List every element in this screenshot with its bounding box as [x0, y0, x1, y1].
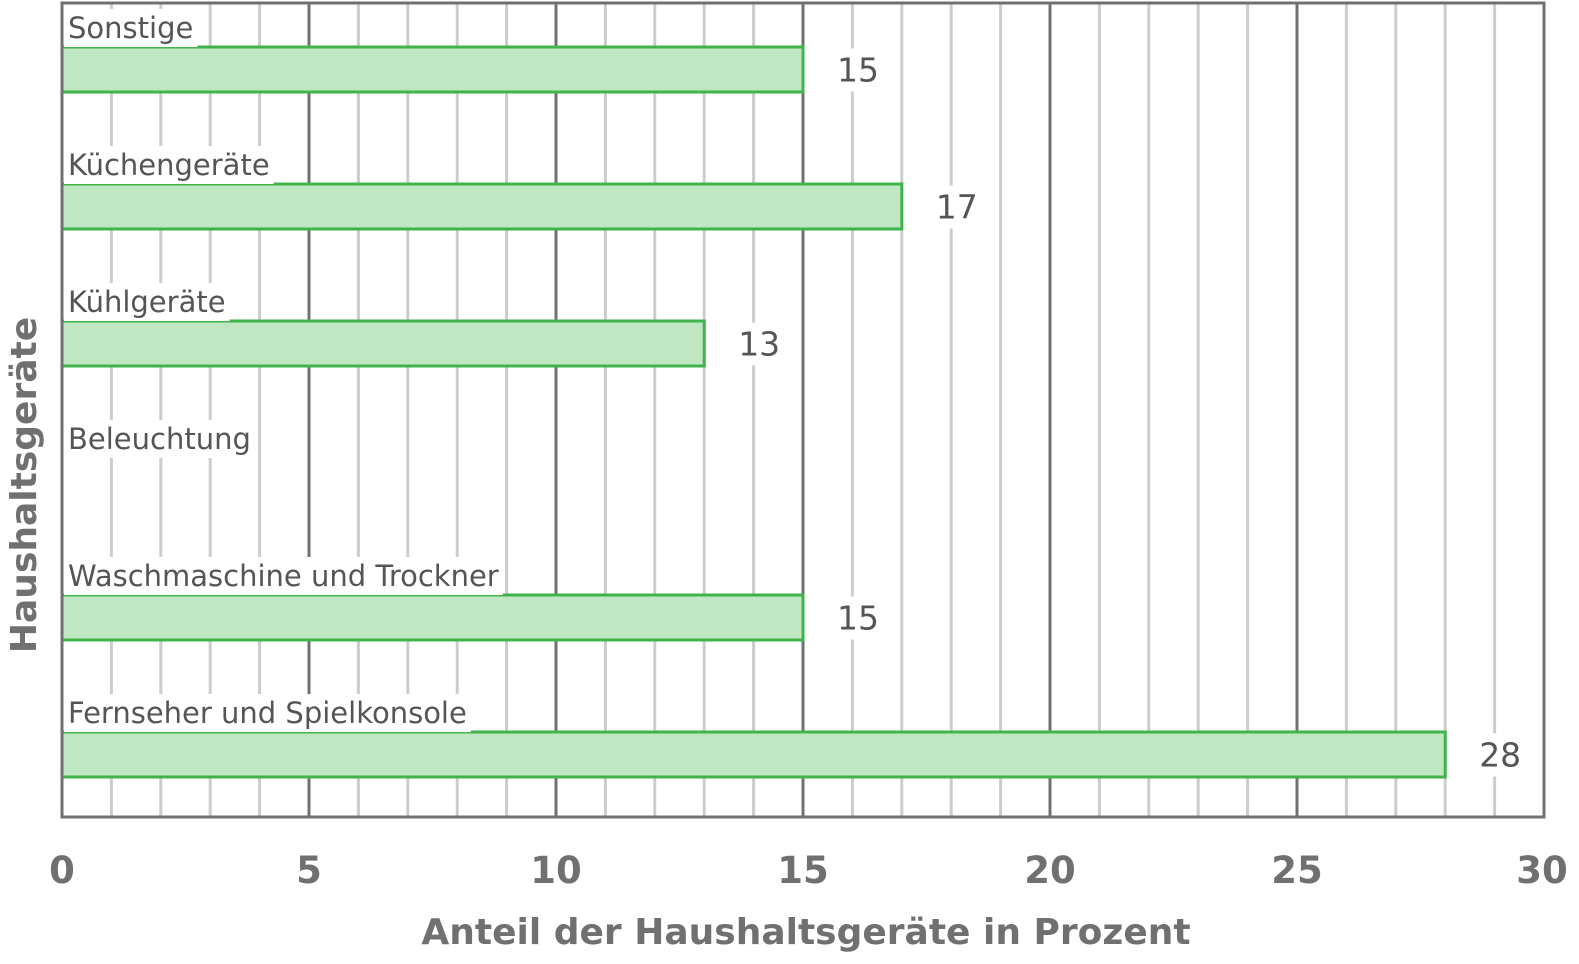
x-tick-label-15: 15: [777, 849, 829, 892]
category-label-bg-kühlgeräte: [64, 283, 230, 321]
category-label-waschmaschine-und-trockner: Waschmaschine und Trockner: [68, 559, 499, 593]
x-tick-label-10: 10: [530, 849, 582, 892]
category-label-bg-sonstige: [64, 9, 198, 47]
x-axis-title: Anteil der Haushaltsgeräte in Prozent: [421, 912, 1190, 953]
category-label-küchengeräte: Küchengeräte: [68, 148, 270, 182]
value-label-bg-küchengeräte: [927, 185, 986, 229]
value-label-bg-fernseher-und-spielkonsole: [1471, 733, 1530, 777]
category-label-bg-fernseher-und-spielkonsole: [64, 694, 471, 732]
category-label-bg-waschmaschine-und-trockner: [64, 557, 503, 595]
x-tick-label-0: 0: [49, 849, 75, 892]
grid-lines: [60, 3, 1546, 817]
category-label-kühlgeräte: Kühlgeräte: [68, 285, 226, 319]
x-tick-labels: 0 5 10 15 20 25 30: [49, 849, 1568, 892]
y-axis-title: Haushaltsgeräte: [4, 317, 45, 653]
category-label-beleuchtung: Beleuchtung: [68, 422, 251, 456]
category-label-sonstige: Sonstige: [68, 11, 193, 45]
value-label-kühlgeräte: 13: [738, 325, 780, 364]
category-label-fernseher-und-spielkonsole: Fernseher und Spielkonsole: [68, 696, 467, 730]
value-label-bg-sonstige: [829, 48, 887, 92]
bars: [60, 45, 1447, 779]
category-labels: Sonstige Küchengeräte Kühlgeräte Beleuchtun…: [64, 9, 503, 732]
bar-küchengeräte: [60, 182, 904, 231]
value-labels: 15 17 13 15 28: [730, 48, 1530, 777]
value-label-fernseher-und-spielkonsole: 28: [1479, 736, 1521, 775]
value-label-bg-waschmaschine-und-trockner: [829, 596, 887, 640]
x-tick-label-25: 25: [1271, 849, 1323, 892]
value-label-bg-kühlgeräte: [730, 322, 789, 366]
bar-fernseher-und-spielkonsole: [60, 730, 1447, 779]
bar-kühlgeräte: [60, 319, 706, 368]
bar-sonstige: [60, 45, 805, 94]
x-tick-label-5: 5: [296, 849, 322, 892]
plot-frame: [60, 1, 1546, 819]
value-label-sonstige: 15: [837, 51, 879, 90]
bar-waschmaschine-und-trockner: [60, 593, 805, 642]
category-label-bg-küchengeräte: [64, 146, 274, 184]
x-tick-label-20: 20: [1024, 849, 1076, 892]
value-label-küchengeräte: 17: [936, 188, 978, 227]
category-label-bg-beleuchtung: [64, 420, 255, 458]
x-tick-label-30: 30: [1516, 849, 1568, 892]
value-label-waschmaschine-und-trockner: 15: [837, 599, 879, 638]
